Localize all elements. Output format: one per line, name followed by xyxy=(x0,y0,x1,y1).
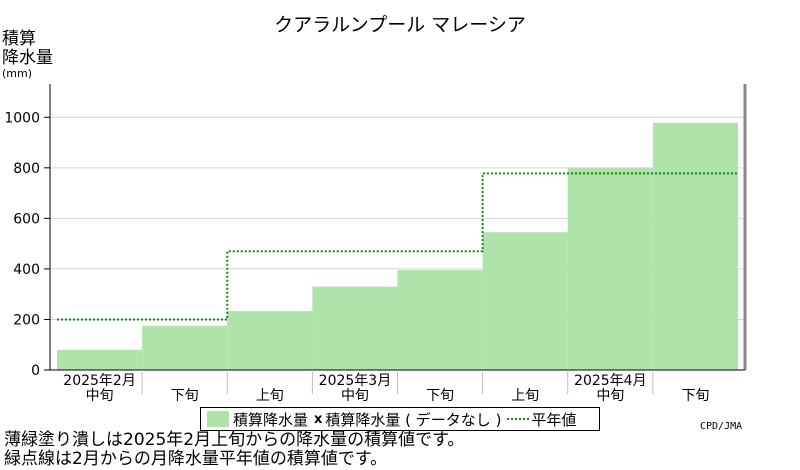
y-tick-label: 600 xyxy=(13,211,40,227)
y-axis-label-line2: 降水量 xyxy=(2,48,53,68)
legend-normal-swatch xyxy=(507,418,530,420)
x-tick-label: 下旬 xyxy=(426,388,454,404)
bar xyxy=(652,122,738,370)
x-tick-label: 下旬 xyxy=(171,388,199,404)
x-tick-label: 中旬 xyxy=(86,388,114,404)
credit: CPD/JMA xyxy=(700,421,743,432)
bar xyxy=(57,349,143,370)
bar xyxy=(397,270,483,370)
notes: 薄緑塗り潰しは2025年2月上旬からの降水量の積算値です。 緑点線は2月からの月… xyxy=(4,431,464,469)
chart-title: クアラルンプール マレーシア xyxy=(274,14,526,36)
legend-normal-label: 平年値 xyxy=(531,410,577,429)
legend-missing-label: 積算降水量 ( データなし ) xyxy=(325,410,502,429)
y-axis-unit: (mm) xyxy=(2,67,33,80)
x-tick-label: 中旬 xyxy=(341,388,369,404)
y-tick-label: 800 xyxy=(13,161,40,177)
y-tick-label: 0 xyxy=(31,363,40,379)
legend-missing-marker: x xyxy=(314,411,323,427)
y-tick-label: 200 xyxy=(13,312,40,328)
x-month-label: 2025年2月 xyxy=(63,373,136,389)
legend-bar-label: 積算降水量 xyxy=(233,410,309,429)
normal-step-line xyxy=(57,172,738,321)
bar xyxy=(482,232,568,370)
x-tick-label: 上旬 xyxy=(256,388,284,404)
bar xyxy=(567,167,653,370)
bar xyxy=(227,311,313,370)
y-tick-label: 1000 xyxy=(4,110,40,126)
legend: 積算降水量 x 積算降水量 ( データなし ) 平年値 xyxy=(200,407,600,431)
bar xyxy=(312,286,398,370)
note-line-2: 緑点線は2月からの月降水量平年値の積算値です。 xyxy=(4,449,388,469)
x-month-label: 2025年3月 xyxy=(319,373,392,389)
y-axis-label: 積算 降水量 (mm) xyxy=(2,30,53,80)
y-tick-label: 400 xyxy=(13,262,40,278)
x-tick-label: 下旬 xyxy=(681,388,709,404)
x-month-label: 2025年4月 xyxy=(574,373,647,389)
note-line-1: 薄緑塗り潰しは2025年2月上旬からの降水量の積算値です。 xyxy=(4,430,465,450)
bar xyxy=(142,325,228,370)
legend-bar-swatch xyxy=(207,411,229,427)
x-tick-label: 中旬 xyxy=(596,388,624,404)
y-axis-label-line1: 積算 xyxy=(2,29,36,49)
x-tick-label: 上旬 xyxy=(511,388,539,404)
